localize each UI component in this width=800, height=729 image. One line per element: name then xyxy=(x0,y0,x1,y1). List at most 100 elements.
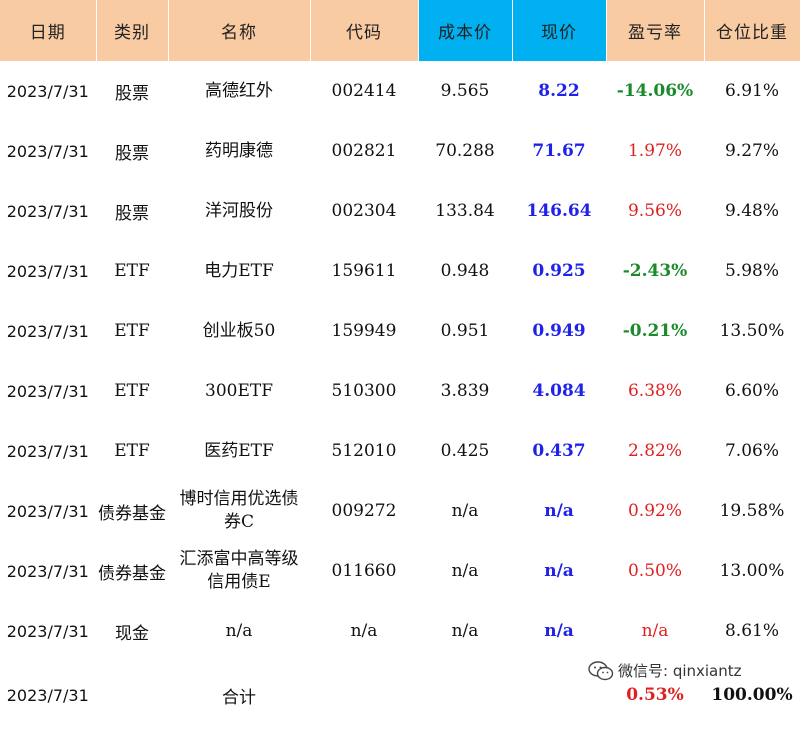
cell-price: 71.67 xyxy=(512,121,607,181)
total-cost xyxy=(418,661,513,729)
cell-pnl: 2.82% xyxy=(606,421,705,481)
cell-pnl: -2.43% xyxy=(606,241,705,301)
cell-cost: 70.288 xyxy=(418,121,513,181)
cell-type: 股票 xyxy=(96,121,169,181)
header-code: 代码 xyxy=(310,0,419,61)
cell-type: 债券基金 xyxy=(96,541,169,601)
cell-pnl: 0.50% xyxy=(606,541,705,601)
cell-price: n/a xyxy=(512,601,607,661)
cell-weight: 7.06% xyxy=(704,421,800,481)
table-row: 2023/7/31 债券基金 汇添富中高等级信用债E 011660 n/a n/a 0.50… xyxy=(0,541,800,601)
table-row: 2023/7/31 ETF 电力ETF 159611 0.948 0.925 -2.43% 5… xyxy=(0,241,800,301)
table-row: 2023/7/31 ETF 医药ETF 512010 0.425 0.437 2.82% 7.… xyxy=(0,421,800,481)
total-date: 2023/7/31 xyxy=(0,661,97,729)
cell-weight: 8.61% xyxy=(704,601,800,661)
total-code xyxy=(310,661,419,729)
cell-type: ETF xyxy=(96,421,169,481)
cell-pnl: 0.92% xyxy=(606,481,705,541)
cell-date: 2023/7/31 xyxy=(0,601,97,661)
cell-date: 2023/7/31 xyxy=(0,301,97,361)
cell-name: 药明康德 xyxy=(168,121,311,181)
cell-name: 电力ETF xyxy=(168,241,311,301)
cell-pnl: -0.21% xyxy=(606,301,705,361)
cell-date: 2023/7/31 xyxy=(0,241,97,301)
cell-weight: 19.58% xyxy=(704,481,800,541)
cell-weight: 6.60% xyxy=(704,361,800,421)
header-price: 现价 xyxy=(512,0,607,61)
cell-code: 002304 xyxy=(310,181,419,241)
cell-price: n/a xyxy=(512,541,607,601)
cell-pnl: 9.56% xyxy=(606,181,705,241)
cell-code: 009272 xyxy=(310,481,419,541)
cell-name: 300ETF xyxy=(168,361,311,421)
wechat-icon xyxy=(588,660,614,680)
cell-price: 4.084 xyxy=(512,361,607,421)
table-row: 2023/7/31 股票 洋河股份 002304 133.84 146.64 9.56% 9.… xyxy=(0,181,800,241)
cell-cost: 3.839 xyxy=(418,361,513,421)
watermark-text: 微信号: qinxiantz xyxy=(618,662,742,680)
cell-code: 002414 xyxy=(310,61,419,121)
cell-pnl: -14.06% xyxy=(606,61,705,121)
header-date: 日期 xyxy=(0,0,97,61)
cell-cost: n/a xyxy=(418,601,513,661)
table-row: 2023/7/31 股票 高德红外 002414 9.565 8.22 -14.06% 6.9… xyxy=(0,61,800,121)
cell-pnl: 6.38% xyxy=(606,361,705,421)
cell-price: 0.949 xyxy=(512,301,607,361)
header-name: 名称 xyxy=(168,0,311,61)
header-weight: 仓位比重 xyxy=(704,0,800,61)
total-label: 合计 xyxy=(168,661,311,729)
header-type: 类别 xyxy=(96,0,169,61)
cell-price: 8.22 xyxy=(512,61,607,121)
cell-code: n/a xyxy=(310,601,419,661)
cell-cost: n/a xyxy=(418,481,513,541)
cell-price: 0.925 xyxy=(512,241,607,301)
cell-price: n/a xyxy=(512,481,607,541)
cell-pnl: 1.97% xyxy=(606,121,705,181)
cell-code: 510300 xyxy=(310,361,419,421)
cell-type: 债券基金 xyxy=(96,481,169,541)
cell-name: 医药ETF xyxy=(168,421,311,481)
table-row: 2023/7/31 现金 n/a n/a n/a n/a n/a 8.61% xyxy=(0,601,800,661)
cell-price: 146.64 xyxy=(512,181,607,241)
table-row: 2023/7/31 股票 药明康德 002821 70.288 71.67 1.97% 9.2… xyxy=(0,121,800,181)
cell-name: 汇添富中高等级信用债E xyxy=(168,541,311,601)
cell-weight: 9.27% xyxy=(704,121,800,181)
cell-type: 股票 xyxy=(96,181,169,241)
cell-name: n/a xyxy=(168,601,311,661)
cell-weight: 9.48% xyxy=(704,181,800,241)
cell-code: 512010 xyxy=(310,421,419,481)
cell-name: 博时信用优选债券C xyxy=(168,481,311,541)
cell-type: ETF xyxy=(96,241,169,301)
cell-pnl: n/a xyxy=(606,601,705,661)
cell-price: 0.437 xyxy=(512,421,607,481)
cell-name: 洋河股份 xyxy=(168,181,311,241)
cell-date: 2023/7/31 xyxy=(0,481,97,541)
total-type xyxy=(96,661,169,729)
table-row: 2023/7/31 ETF 300ETF 510300 3.839 4.084 6.38% 6… xyxy=(0,361,800,421)
cell-date: 2023/7/31 xyxy=(0,361,97,421)
cell-code: 002821 xyxy=(310,121,419,181)
table-body: 2023/7/31 股票 高德红外 002414 9.565 8.22 -14.06% 6.9… xyxy=(0,61,800,661)
cell-name: 高德红外 xyxy=(168,61,311,121)
header-pnl: 盈亏率 xyxy=(606,0,705,61)
table-row: 2023/7/31 债券基金 博时信用优选债券C 009272 n/a n/a 0.92% 1… xyxy=(0,481,800,541)
cell-date: 2023/7/31 xyxy=(0,541,97,601)
cell-cost: 0.425 xyxy=(418,421,513,481)
cell-type: 股票 xyxy=(96,61,169,121)
cell-type: ETF xyxy=(96,301,169,361)
cell-cost: 0.948 xyxy=(418,241,513,301)
cell-weight: 13.00% xyxy=(704,541,800,601)
cell-name: 创业板50 xyxy=(168,301,311,361)
cell-cost: 133.84 xyxy=(418,181,513,241)
header-row: 日期 类别 名称 代码 成本价 现价 盈亏率 仓位比重 xyxy=(0,0,800,61)
cell-weight: 5.98% xyxy=(704,241,800,301)
cell-type: ETF xyxy=(96,361,169,421)
cell-code: 159611 xyxy=(310,241,419,301)
cell-date: 2023/7/31 xyxy=(0,121,97,181)
cell-weight: 13.50% xyxy=(704,301,800,361)
cell-weight: 6.91% xyxy=(704,61,800,121)
cell-cost: n/a xyxy=(418,541,513,601)
cell-cost: 0.951 xyxy=(418,301,513,361)
watermark: 微信号: qinxiantz xyxy=(588,660,742,681)
